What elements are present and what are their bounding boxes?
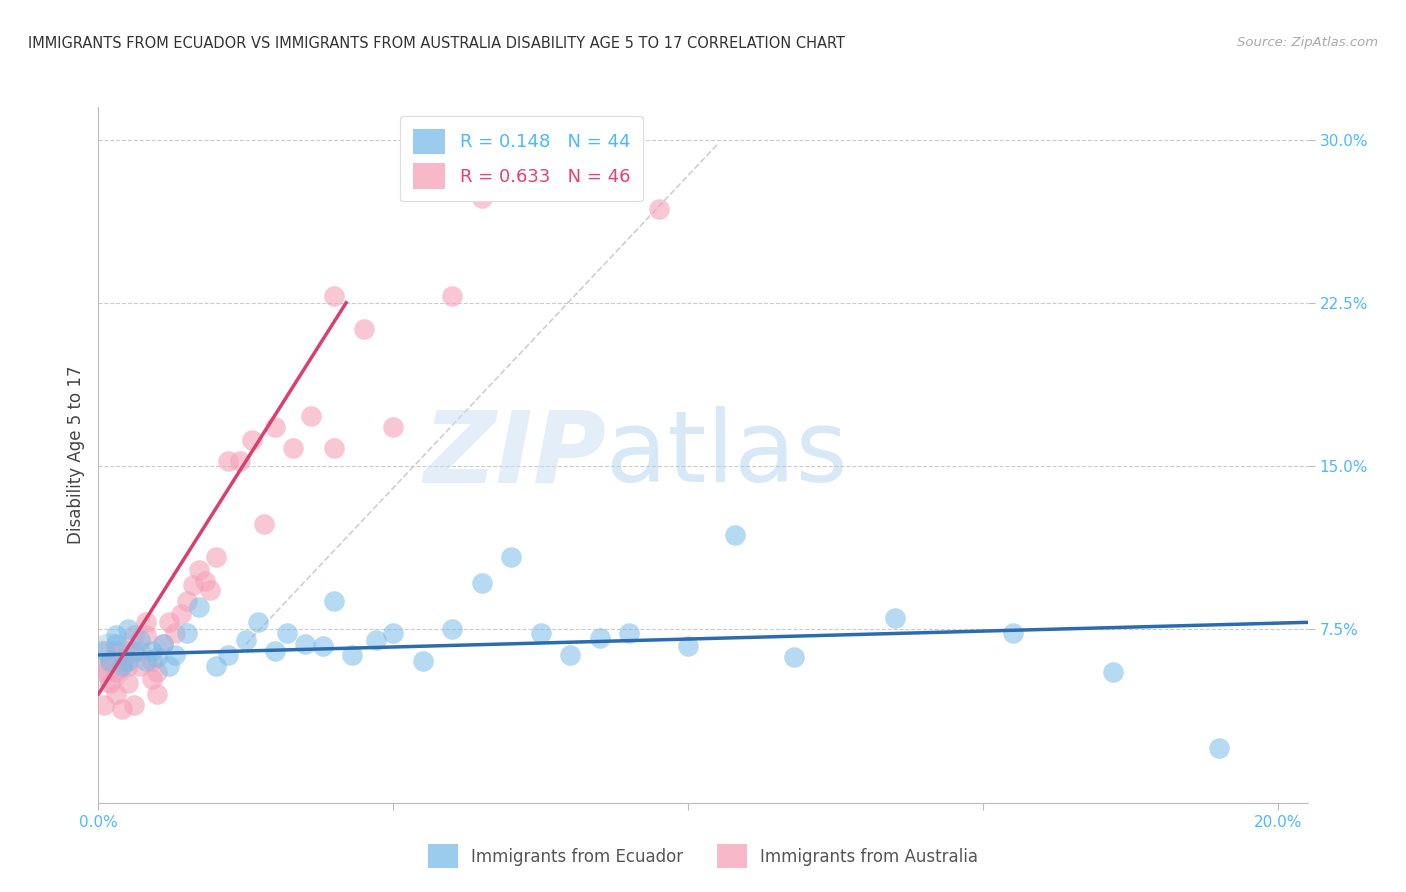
Point bbox=[135, 655, 157, 669]
Point bbox=[471, 191, 494, 205]
Point bbox=[412, 655, 434, 669]
Point bbox=[276, 626, 298, 640]
Point bbox=[501, 550, 523, 565]
Point bbox=[200, 582, 222, 597]
Point bbox=[105, 628, 128, 642]
Point bbox=[98, 655, 121, 669]
Point bbox=[441, 622, 464, 636]
Point bbox=[883, 611, 905, 625]
Point bbox=[157, 615, 180, 630]
Point bbox=[93, 658, 115, 673]
Point bbox=[560, 648, 582, 662]
Point bbox=[135, 615, 157, 630]
Point bbox=[235, 632, 257, 647]
Point bbox=[176, 593, 198, 607]
Point bbox=[93, 643, 115, 657]
Point bbox=[1102, 665, 1125, 680]
Point bbox=[364, 632, 387, 647]
Point bbox=[122, 643, 145, 657]
Point bbox=[678, 639, 700, 653]
Point bbox=[783, 650, 806, 665]
Text: ZIP: ZIP bbox=[423, 407, 606, 503]
Point bbox=[441, 289, 464, 303]
Point bbox=[229, 454, 252, 468]
Point bbox=[152, 637, 174, 651]
Point bbox=[98, 676, 121, 690]
Point bbox=[1001, 626, 1024, 640]
Point bbox=[205, 658, 228, 673]
Point bbox=[648, 202, 671, 217]
Point bbox=[141, 655, 163, 669]
Point bbox=[311, 639, 333, 653]
Point bbox=[264, 643, 287, 657]
Point bbox=[111, 702, 134, 716]
Point bbox=[93, 698, 115, 712]
Point bbox=[299, 409, 322, 423]
Point bbox=[117, 676, 139, 690]
Point bbox=[353, 322, 375, 336]
Y-axis label: Disability Age 5 to 17: Disability Age 5 to 17 bbox=[66, 366, 84, 544]
Point bbox=[122, 628, 145, 642]
Point bbox=[382, 419, 405, 434]
Point bbox=[128, 658, 150, 673]
Point bbox=[111, 655, 134, 669]
Point bbox=[187, 600, 209, 615]
Point bbox=[117, 643, 139, 657]
Point bbox=[105, 637, 128, 651]
Point bbox=[157, 658, 180, 673]
Point bbox=[141, 672, 163, 686]
Point bbox=[294, 637, 316, 651]
Point bbox=[205, 550, 228, 565]
Point bbox=[264, 419, 287, 434]
Point bbox=[152, 637, 174, 651]
Point bbox=[117, 655, 139, 669]
Point bbox=[471, 576, 494, 591]
Point bbox=[105, 643, 128, 657]
Point bbox=[176, 626, 198, 640]
Point bbox=[1208, 741, 1230, 756]
Text: atlas: atlas bbox=[606, 407, 848, 503]
Point bbox=[128, 632, 150, 647]
Point bbox=[98, 655, 121, 669]
Point bbox=[98, 650, 121, 665]
Point bbox=[323, 593, 346, 607]
Legend: Immigrants from Ecuador, Immigrants from Australia: Immigrants from Ecuador, Immigrants from… bbox=[422, 838, 984, 875]
Legend: R = 0.148   N = 44, R = 0.633   N = 46: R = 0.148 N = 44, R = 0.633 N = 46 bbox=[401, 116, 643, 202]
Point bbox=[281, 442, 304, 456]
Point bbox=[105, 665, 128, 680]
Point bbox=[252, 517, 274, 532]
Point bbox=[117, 658, 139, 673]
Text: IMMIGRANTS FROM ECUADOR VS IMMIGRANTS FROM AUSTRALIA DISABILITY AGE 5 TO 17 CORR: IMMIGRANTS FROM ECUADOR VS IMMIGRANTS FR… bbox=[28, 36, 845, 51]
Point bbox=[589, 631, 612, 645]
Point bbox=[165, 626, 187, 640]
Point bbox=[146, 687, 169, 701]
Point bbox=[240, 433, 263, 447]
Point bbox=[170, 607, 193, 621]
Point bbox=[382, 626, 405, 640]
Point bbox=[323, 442, 346, 456]
Point bbox=[122, 698, 145, 712]
Point bbox=[619, 626, 641, 640]
Point bbox=[217, 454, 239, 468]
Point bbox=[105, 687, 128, 701]
Point bbox=[141, 643, 163, 657]
Point bbox=[165, 648, 187, 662]
Point bbox=[146, 650, 169, 665]
Point bbox=[117, 622, 139, 636]
Point bbox=[340, 648, 363, 662]
Point bbox=[111, 658, 134, 673]
Point bbox=[323, 289, 346, 303]
Point bbox=[217, 648, 239, 662]
Point bbox=[724, 528, 747, 542]
Point bbox=[93, 665, 115, 680]
Point bbox=[146, 665, 169, 680]
Point bbox=[128, 643, 150, 657]
Point bbox=[187, 563, 209, 577]
Point bbox=[181, 578, 204, 592]
Text: Source: ZipAtlas.com: Source: ZipAtlas.com bbox=[1237, 36, 1378, 49]
Point bbox=[194, 574, 217, 588]
Point bbox=[530, 626, 553, 640]
Point bbox=[135, 628, 157, 642]
Point bbox=[246, 615, 269, 630]
